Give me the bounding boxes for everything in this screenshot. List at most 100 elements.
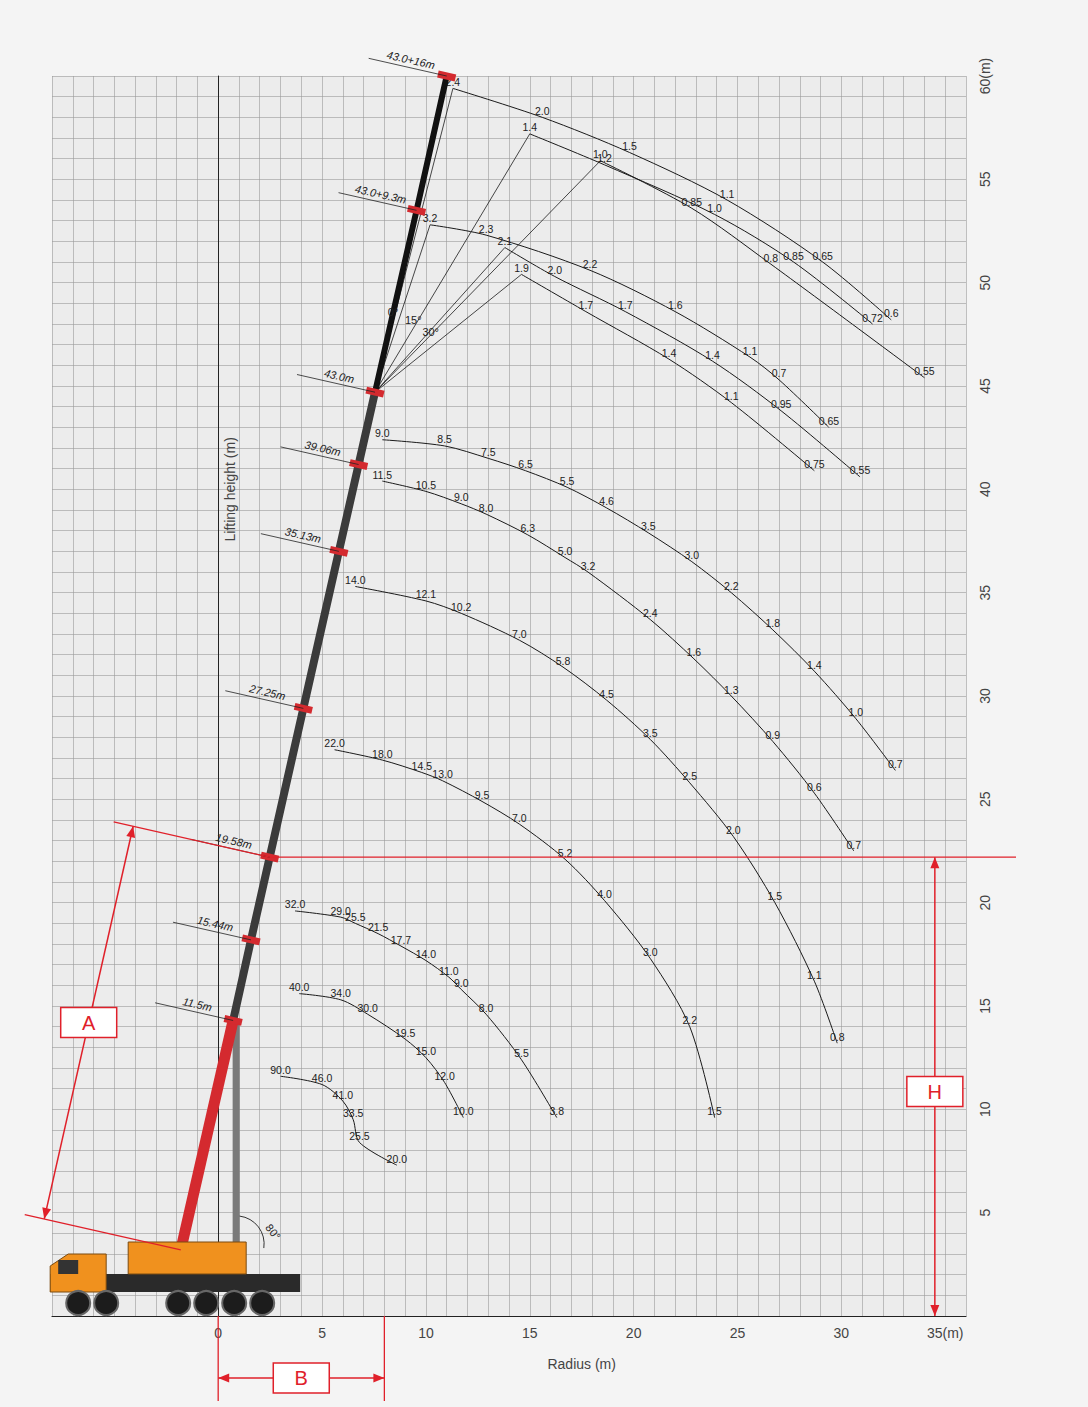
svg-text:27.25m: 27.25m bbox=[247, 682, 286, 702]
svg-text:11.5m: 11.5m bbox=[181, 995, 213, 1013]
svg-text:10: 10 bbox=[418, 1325, 434, 1341]
svg-text:9.0: 9.0 bbox=[454, 491, 469, 503]
svg-text:2.2: 2.2 bbox=[583, 258, 598, 270]
svg-text:15: 15 bbox=[522, 1325, 538, 1341]
svg-text:50: 50 bbox=[977, 275, 993, 291]
svg-text:20: 20 bbox=[626, 1325, 642, 1341]
svg-text:1.4: 1.4 bbox=[705, 349, 720, 361]
svg-text:7.5: 7.5 bbox=[481, 446, 496, 458]
svg-text:0.7: 0.7 bbox=[847, 839, 862, 851]
svg-text:H: H bbox=[928, 1081, 942, 1103]
svg-text:9.0: 9.0 bbox=[375, 427, 390, 439]
svg-text:1.4: 1.4 bbox=[662, 347, 677, 359]
svg-text:5.0: 5.0 bbox=[558, 545, 573, 557]
svg-text:9.5: 9.5 bbox=[475, 789, 490, 801]
svg-text:0.6: 0.6 bbox=[807, 781, 822, 793]
svg-text:15.44m: 15.44m bbox=[196, 914, 234, 934]
svg-text:5.8: 5.8 bbox=[556, 655, 571, 667]
svg-text:2.2: 2.2 bbox=[682, 1014, 697, 1026]
svg-text:2.0: 2.0 bbox=[726, 824, 741, 836]
svg-text:35(m): 35(m) bbox=[927, 1325, 964, 1341]
svg-text:22.0: 22.0 bbox=[324, 737, 345, 749]
svg-text:3.8: 3.8 bbox=[549, 1105, 564, 1117]
svg-text:0.8: 0.8 bbox=[763, 252, 778, 264]
svg-text:3.0: 3.0 bbox=[684, 549, 699, 561]
svg-text:35.13m: 35.13m bbox=[284, 525, 322, 545]
svg-text:1.4: 1.4 bbox=[522, 121, 537, 133]
svg-text:0.7: 0.7 bbox=[772, 367, 787, 379]
svg-text:0.95: 0.95 bbox=[771, 398, 792, 410]
svg-text:60(m): 60(m) bbox=[977, 58, 993, 95]
svg-text:15.0: 15.0 bbox=[416, 1045, 437, 1057]
svg-text:1.5: 1.5 bbox=[622, 140, 637, 152]
svg-text:12.1: 12.1 bbox=[416, 588, 437, 600]
svg-text:17.7: 17.7 bbox=[391, 934, 412, 946]
svg-text:7.0: 7.0 bbox=[512, 812, 527, 824]
svg-text:1.1: 1.1 bbox=[807, 969, 822, 981]
svg-text:1.0: 1.0 bbox=[849, 706, 864, 718]
svg-text:1.7: 1.7 bbox=[579, 299, 594, 311]
svg-text:3.2: 3.2 bbox=[423, 212, 438, 224]
svg-text:0.75: 0.75 bbox=[804, 458, 825, 470]
svg-text:30°: 30° bbox=[422, 326, 439, 338]
svg-text:1.3: 1.3 bbox=[724, 684, 739, 696]
svg-text:33.5: 33.5 bbox=[343, 1107, 364, 1119]
svg-text:19.58m: 19.58m bbox=[215, 831, 253, 851]
svg-text:25.5: 25.5 bbox=[349, 1130, 370, 1142]
svg-text:1.1: 1.1 bbox=[724, 390, 739, 402]
svg-text:8.0: 8.0 bbox=[479, 1002, 494, 1014]
svg-text:1.6: 1.6 bbox=[687, 646, 702, 658]
svg-text:2.0: 2.0 bbox=[547, 264, 562, 276]
svg-text:2.2: 2.2 bbox=[724, 580, 739, 592]
svg-text:80°: 80° bbox=[263, 1222, 283, 1242]
svg-text:39.06m: 39.06m bbox=[304, 438, 342, 458]
svg-text:8.5: 8.5 bbox=[437, 433, 452, 445]
svg-text:2.1: 2.1 bbox=[498, 235, 513, 247]
svg-text:11.5: 11.5 bbox=[372, 469, 392, 481]
svg-text:1.4: 1.4 bbox=[807, 659, 822, 671]
svg-text:9.0: 9.0 bbox=[454, 977, 469, 989]
svg-text:4.5: 4.5 bbox=[599, 688, 614, 700]
svg-text:21.5: 21.5 bbox=[368, 921, 389, 933]
svg-text:4.6: 4.6 bbox=[599, 495, 614, 507]
svg-text:3.5: 3.5 bbox=[643, 727, 658, 739]
svg-text:6.3: 6.3 bbox=[520, 522, 535, 534]
svg-text:30.0: 30.0 bbox=[358, 1002, 379, 1014]
svg-text:35: 35 bbox=[977, 585, 993, 601]
svg-text:14.0: 14.0 bbox=[416, 948, 437, 960]
svg-text:5.5: 5.5 bbox=[514, 1047, 529, 1059]
svg-text:1.6: 1.6 bbox=[668, 299, 683, 311]
svg-text:2.0: 2.0 bbox=[535, 105, 550, 117]
svg-text:8.0: 8.0 bbox=[479, 502, 494, 514]
svg-text:0.72: 0.72 bbox=[862, 312, 883, 324]
svg-text:Lifting height (m): Lifting height (m) bbox=[222, 437, 238, 541]
svg-text:34.0: 34.0 bbox=[331, 987, 352, 999]
svg-text:40: 40 bbox=[977, 481, 993, 497]
svg-text:3.5: 3.5 bbox=[641, 520, 656, 532]
svg-text:1.9: 1.9 bbox=[514, 262, 529, 274]
svg-text:7.0: 7.0 bbox=[512, 628, 527, 640]
svg-text:32.0: 32.0 bbox=[285, 898, 306, 910]
svg-text:0.55: 0.55 bbox=[914, 365, 935, 377]
svg-text:30: 30 bbox=[834, 1325, 850, 1341]
svg-text:1.8: 1.8 bbox=[766, 617, 781, 629]
svg-text:43.0+16m: 43.0+16m bbox=[386, 49, 437, 72]
svg-text:0.8: 0.8 bbox=[830, 1031, 845, 1043]
svg-text:1.5: 1.5 bbox=[707, 1105, 722, 1117]
svg-text:0.7: 0.7 bbox=[888, 758, 903, 770]
svg-text:30: 30 bbox=[977, 688, 993, 704]
svg-text:41.0: 41.0 bbox=[333, 1089, 354, 1101]
svg-text:1.0: 1.0 bbox=[707, 202, 722, 214]
svg-text:10.2: 10.2 bbox=[451, 601, 472, 613]
svg-text:0.65: 0.65 bbox=[819, 415, 840, 427]
svg-text:1.0: 1.0 bbox=[593, 148, 608, 160]
svg-text:1.7: 1.7 bbox=[618, 299, 633, 311]
svg-text:10.5: 10.5 bbox=[416, 479, 437, 491]
svg-text:25: 25 bbox=[977, 791, 993, 807]
svg-text:2.5: 2.5 bbox=[682, 770, 697, 782]
svg-text:13.0: 13.0 bbox=[432, 768, 453, 780]
svg-text:15: 15 bbox=[977, 998, 993, 1014]
svg-text:12.0: 12.0 bbox=[434, 1070, 455, 1082]
svg-text:0.85: 0.85 bbox=[783, 250, 804, 262]
svg-text:0.85: 0.85 bbox=[682, 196, 703, 208]
